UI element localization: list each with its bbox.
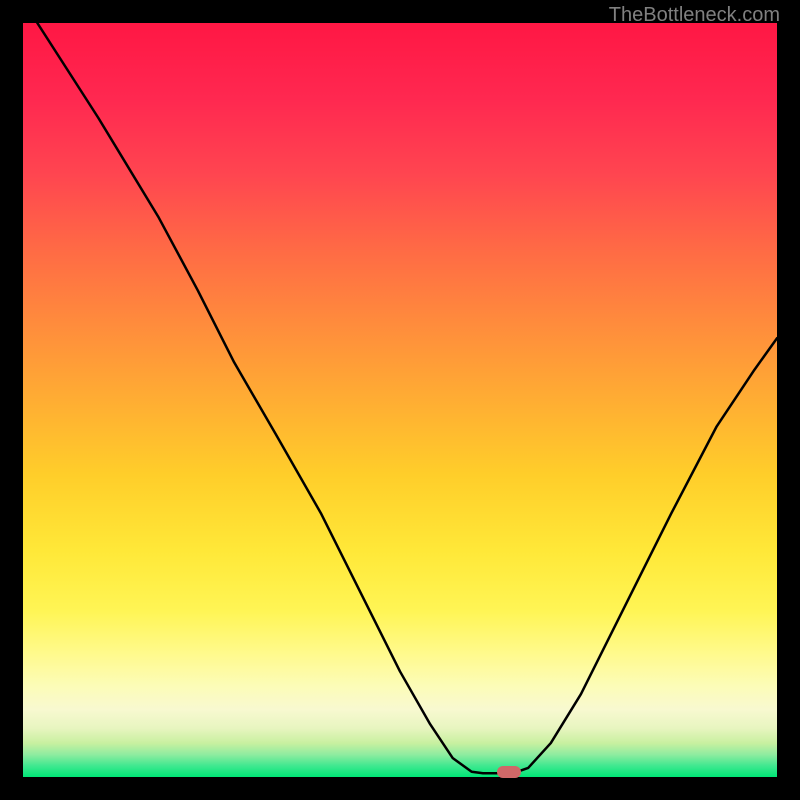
watermark-text: TheBottleneck.com (609, 4, 780, 27)
curve-line (23, 23, 777, 777)
bottleneck-marker (497, 766, 521, 778)
chart-container (23, 23, 777, 777)
